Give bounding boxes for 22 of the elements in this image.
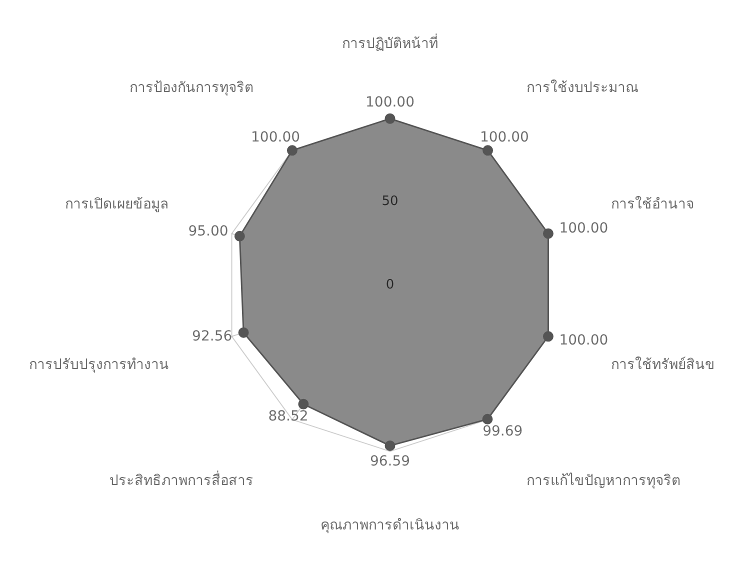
spoke-label: คุณภาพการดำเนินงาน [320,517,460,534]
data-label: 88.52 [268,408,308,424]
data-label: 100.00 [366,94,414,110]
data-label: 92.56 [192,328,232,345]
spoke-label: การใช้อำนาจ [611,195,694,212]
data-label: 96.59 [370,453,410,470]
spoke-label: การปฏิบัติหน้าที่ [342,34,438,52]
data-label: 99.69 [482,423,523,440]
spoke-label: การแก้ไขปัญหาการทุจริต [526,472,681,490]
data-label: 100.00 [559,220,608,237]
data-label: 100.00 [480,129,529,146]
spoke-label: การเปิดเผยข้อมูล [65,196,169,212]
spoke-label: ประสิทธิภาพการสื่อสาร [109,471,254,490]
y-tick-label: 0 [386,277,394,292]
spoke-label: การปรับปรุงการทำงาน [29,356,169,373]
data-label: 100.00 [251,129,300,146]
data-label: 95.00 [188,223,228,240]
y-tick-label: 50 [382,194,398,210]
spoke-label: การใช้งบประมาณ [526,79,639,96]
spoke-label: การป้องกันการทุจริต [129,80,254,96]
data-label: 100.00 [559,332,608,349]
spoke-label: การใช้ทรัพย์สินข [611,356,715,373]
